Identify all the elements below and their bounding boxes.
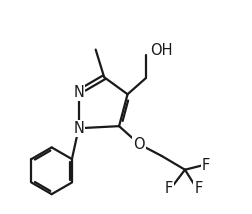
- Text: F: F: [194, 181, 202, 196]
- Text: O: O: [133, 137, 144, 152]
- Text: OH: OH: [149, 43, 172, 58]
- Text: N: N: [73, 121, 84, 136]
- Text: N: N: [73, 85, 84, 100]
- Text: F: F: [164, 181, 172, 196]
- Text: F: F: [201, 158, 209, 173]
